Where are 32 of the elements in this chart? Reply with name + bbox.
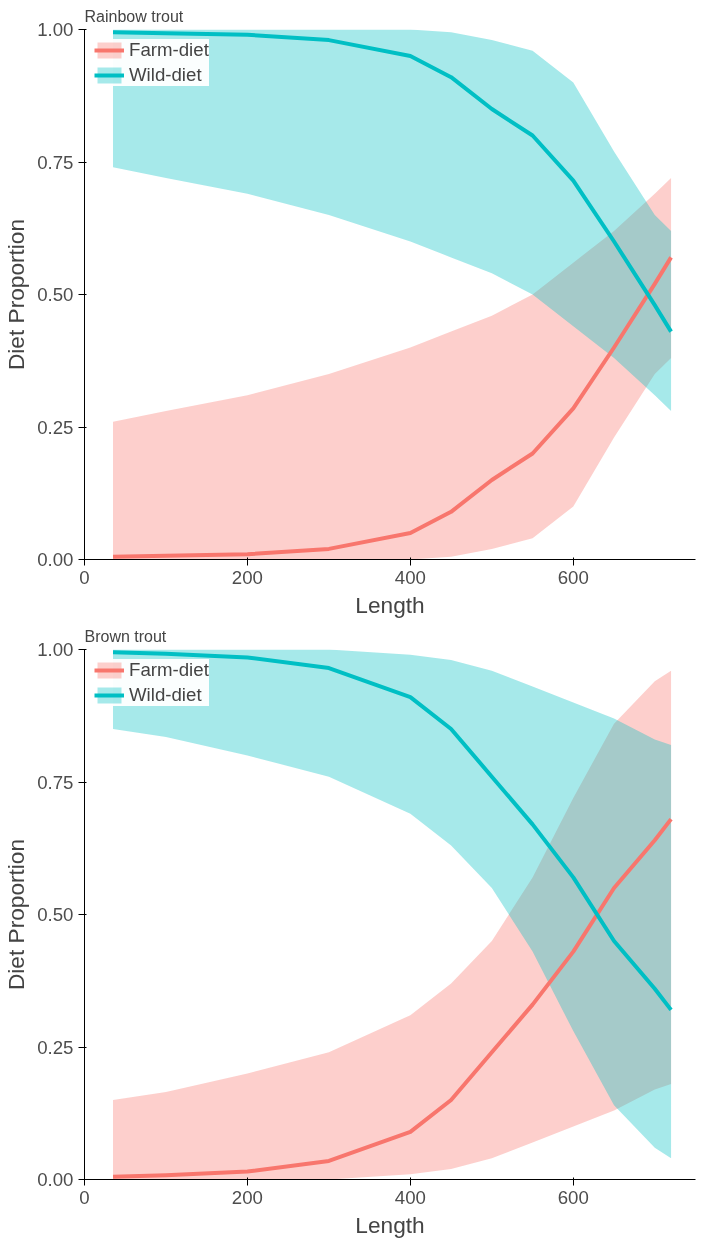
y-tick-label: 1.00 [37,19,74,40]
y-tick-label: 0.75 [37,771,74,793]
x-tick-label: 600 [557,1186,589,1208]
y-tick-label: 0.25 [37,416,74,438]
x-tick-label: 400 [394,1186,426,1208]
chart-title: Rainbow trout [84,7,184,25]
y-tick-label: 1.00 [37,639,74,660]
x-axis-title: Length [355,591,425,618]
y-axis-title: Diet Proportion [3,218,30,371]
line-series [111,650,674,1012]
x-tick-label: 0 [79,1186,90,1208]
y-tick-label: 0.50 [37,284,74,305]
y-tick-label: 0.75 [37,151,74,173]
x-tick-label: 200 [231,1186,264,1208]
legend-label: Wild-diet [129,64,202,86]
y-tick-label: 0.25 [37,1036,74,1058]
x-tick-label: 600 [557,566,589,588]
x-tick-label: 0 [79,566,90,588]
x-tick-label: 200 [231,566,264,588]
line-series [111,255,674,559]
line-series [111,30,674,334]
line-series [111,817,674,1179]
y-tick-label: 0.00 [37,1169,74,1190]
legend-label: Wild-diet [129,684,202,706]
legend-label: Farm-diet [129,39,209,61]
chart-title: Brown trout [84,627,167,645]
x-tick-label: 400 [394,566,426,588]
y-tick-label: 0.00 [37,549,74,570]
x-axis-title: Length [355,1211,425,1238]
legend-label: Farm-diet [129,659,209,681]
y-tick-label: 0.50 [37,904,74,925]
y-axis-title: Diet Proportion [3,838,30,991]
